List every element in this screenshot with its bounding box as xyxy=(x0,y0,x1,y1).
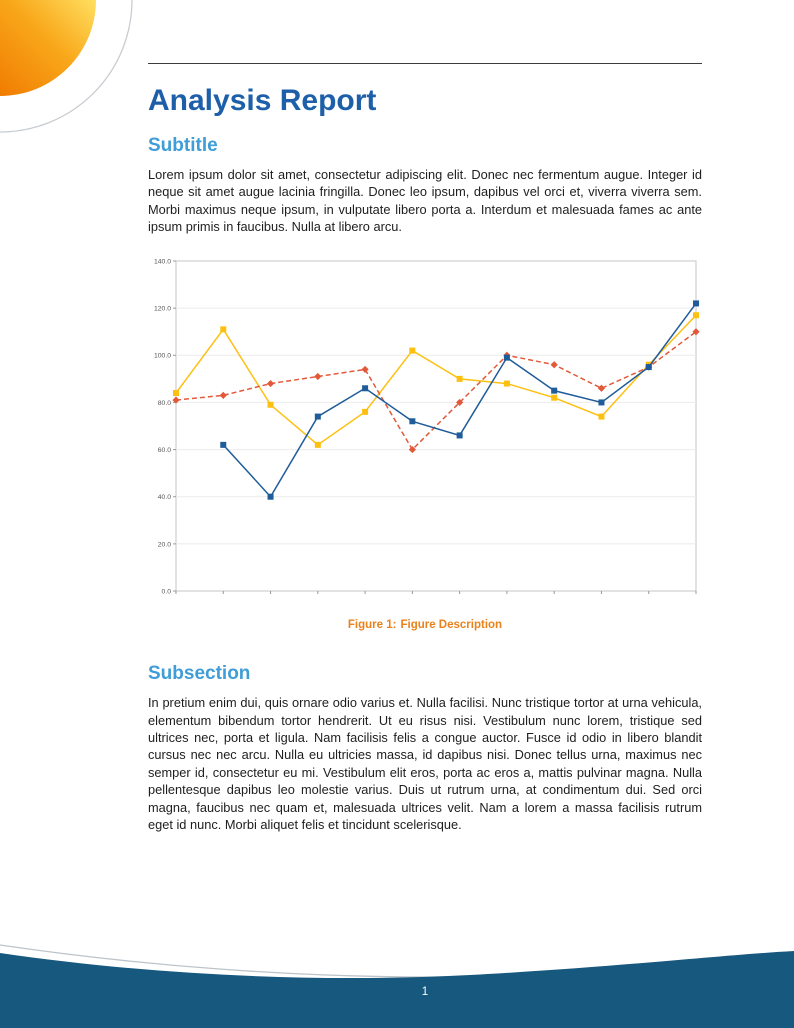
svg-text:40.0: 40.0 xyxy=(158,495,171,502)
figure-caption-text: Figure Description xyxy=(400,619,503,632)
corner-decoration xyxy=(0,0,133,133)
content-column: Analysis Report Subtitle Lorem ipsum dol… xyxy=(148,0,702,833)
paragraph-subsection: In pretium enim dui, quis ornare odio va… xyxy=(148,695,702,832)
page-number: 1 xyxy=(421,986,429,998)
page-title: Analysis Report xyxy=(148,84,377,117)
line-chart: 0.0 20.0 40.0 60.0 80.0 100.0 120.0 140.0 xyxy=(154,259,700,596)
svg-text:100.0: 100.0 xyxy=(154,353,171,360)
svg-text:0.0: 0.0 xyxy=(162,589,172,596)
figure-label: Figure 1: xyxy=(347,619,397,632)
page-footer: 1 xyxy=(0,933,794,1028)
swoosh-arc xyxy=(0,0,133,133)
figure-caption: Figure 1: Figure Description xyxy=(148,619,702,631)
svg-text:20.0: 20.0 xyxy=(158,542,171,549)
section-heading-subsection: Subsection xyxy=(148,663,251,685)
svg-text:120.0: 120.0 xyxy=(154,306,171,313)
svg-text:60.0: 60.0 xyxy=(158,447,171,454)
paragraph-intro: Lorem ipsum dolor sit amet, consectetur … xyxy=(148,166,702,235)
section-heading-subtitle: Subtitle xyxy=(148,135,218,156)
figure-1: 0.0 20.0 40.0 60.0 80.0 100.0 120.0 140.0 Figur… xyxy=(148,255,702,631)
footer-wave xyxy=(0,944,794,1028)
footer-wave-fill xyxy=(0,951,794,1028)
svg-text:80.0: 80.0 xyxy=(158,400,171,407)
swoosh-shape xyxy=(0,0,96,96)
svg-text:140.0: 140.0 xyxy=(154,259,171,266)
top-rule xyxy=(148,63,702,64)
